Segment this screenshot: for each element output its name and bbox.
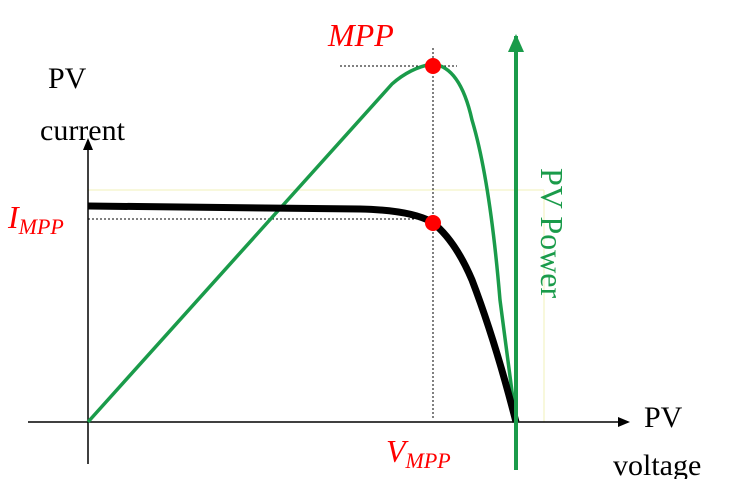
- i-mpp-label-main: I: [7, 199, 20, 235]
- i-mpp-label: IMPP: [7, 199, 64, 239]
- x-axis-label-line2: voltage: [613, 449, 701, 479]
- x-axis-label-line1: PV: [644, 401, 683, 434]
- mpp-power-marker: [425, 58, 441, 74]
- y-axis-label-line2: current: [40, 114, 126, 147]
- y-axis-label-line1: PV: [48, 62, 87, 95]
- v-mpp-label-main: V: [386, 433, 409, 469]
- pv-power-curve: [86, 62, 518, 424]
- v-mpp-label: VMPP: [386, 433, 451, 473]
- mpp-label: MPP: [327, 17, 394, 53]
- i-mpp-label-sub: MPP: [18, 214, 64, 239]
- pv-power-label: PV Power: [534, 168, 570, 298]
- v-mpp-label-sub: MPP: [405, 448, 451, 473]
- mpp-iv-marker: [425, 215, 441, 231]
- iv-curve: [87, 202, 520, 423]
